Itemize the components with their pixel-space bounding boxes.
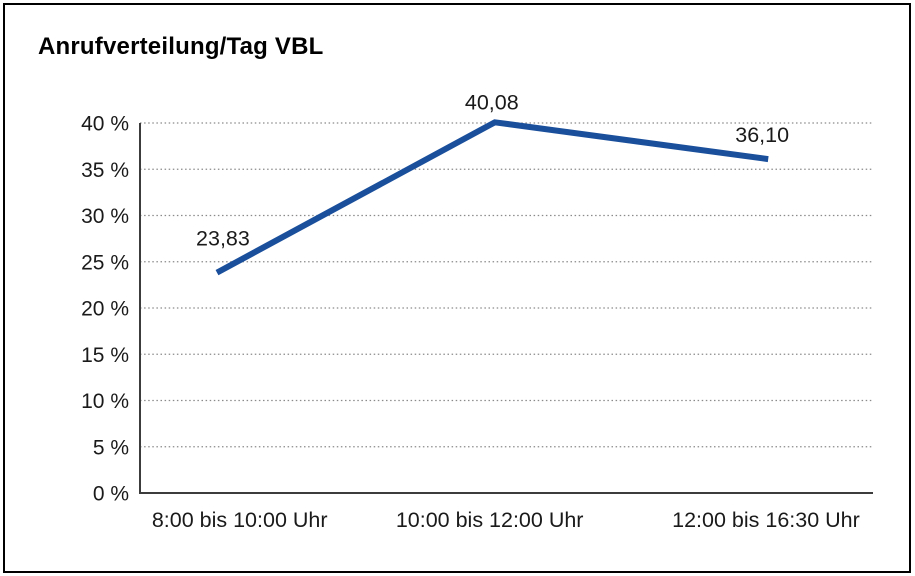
y-axis-tick-label: 10 % — [81, 390, 129, 413]
x-axis-category-label: 12:00 bis 16:30 Uhr — [672, 508, 860, 532]
y-axis-tick-label: 35 % — [81, 159, 129, 182]
x-axis-category-label: 8:00 bis 10:00 Uhr — [152, 508, 328, 532]
y-axis-tick-label: 20 % — [81, 298, 129, 321]
y-axis-tick-label: 5 % — [93, 436, 129, 459]
chart-title: Anrufverteilung/Tag VBL — [38, 33, 324, 60]
y-axis-tick-label: 25 % — [81, 251, 129, 274]
x-axis-category-label: 10:00 bis 12:00 Uhr — [396, 508, 584, 532]
data-line-series — [215, 119, 769, 276]
data-point-label: 40,08 — [465, 90, 519, 114]
y-axis-tick-label: 0 % — [93, 483, 129, 506]
y-axis-tick-label: 40 % — [81, 113, 129, 136]
data-point-label: 36,10 — [735, 123, 789, 147]
y-axis-tick-label: 15 % — [81, 344, 129, 367]
data-point-label: 23,83 — [196, 227, 250, 251]
y-axis-tick-label: 30 % — [81, 205, 129, 228]
